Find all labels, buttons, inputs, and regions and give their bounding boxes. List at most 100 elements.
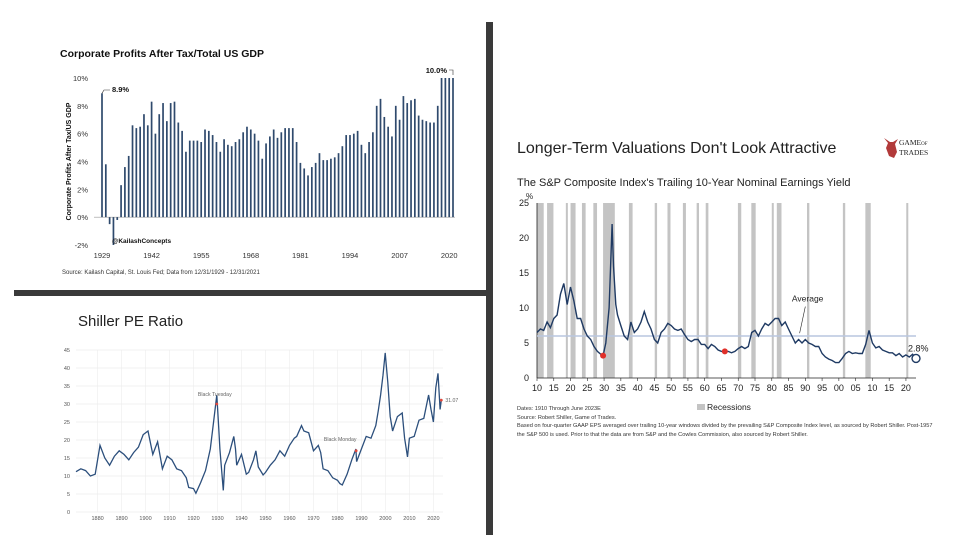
shiller-pe-chart: 0 5 10 15 20 25 30 35 40 45 1880 1890 1900 1910 1920 19… bbox=[64, 348, 459, 522]
recession-band bbox=[842, 203, 846, 378]
bar bbox=[196, 140, 199, 218]
bar bbox=[158, 114, 161, 218]
y-tick-label: 0 bbox=[67, 510, 70, 516]
x-tick-label: 10 bbox=[867, 383, 877, 393]
x-tick-label: 2007 bbox=[391, 251, 408, 260]
bar bbox=[143, 114, 145, 218]
x-tick-label: 1968 bbox=[242, 251, 259, 260]
x-tick-label: 90 bbox=[800, 383, 810, 393]
bar bbox=[162, 103, 164, 218]
low-marker bbox=[600, 352, 607, 359]
x-tick-label: 55 bbox=[683, 383, 693, 393]
bar bbox=[253, 133, 256, 218]
bar bbox=[383, 116, 386, 218]
bar bbox=[314, 162, 317, 218]
bar bbox=[391, 136, 393, 218]
x-tick-label: 1880 bbox=[91, 516, 103, 522]
bar bbox=[295, 142, 298, 218]
y-tick-label: 10 bbox=[519, 303, 529, 313]
bar bbox=[185, 151, 187, 218]
bar bbox=[276, 137, 279, 218]
bar bbox=[436, 105, 439, 218]
x-tick-label: 1910 bbox=[163, 516, 175, 522]
x-tick-label: 1950 bbox=[259, 516, 271, 522]
x-tick-label: 25 bbox=[582, 383, 592, 393]
recession-band bbox=[771, 203, 774, 378]
logo-text: GAMEOF TRADES bbox=[899, 139, 928, 157]
black-monday-marker bbox=[354, 449, 358, 453]
bar bbox=[307, 175, 309, 218]
bar bbox=[246, 126, 248, 218]
end-marker bbox=[439, 398, 443, 402]
bar bbox=[303, 168, 306, 218]
bar bbox=[154, 133, 157, 218]
y-tick-label: 15 bbox=[519, 268, 529, 278]
x-tick-label: 1970 bbox=[307, 516, 319, 522]
vertical-divider bbox=[486, 22, 493, 535]
game-of-trades-logo bbox=[880, 134, 940, 162]
bar bbox=[269, 136, 271, 218]
x-tick-label: 70 bbox=[733, 383, 743, 393]
bar bbox=[356, 130, 359, 218]
black-tuesday-label: Black Tuesday bbox=[198, 392, 232, 398]
low-marker bbox=[721, 348, 728, 355]
x-tick-label: 15 bbox=[549, 383, 559, 393]
recession-band bbox=[654, 203, 658, 378]
bar bbox=[349, 135, 351, 218]
bull-icon bbox=[884, 138, 898, 158]
bar bbox=[413, 98, 416, 218]
bar bbox=[402, 96, 405, 218]
bar bbox=[440, 78, 443, 218]
chart3-title: Longer-Term Valuations Don't Look Attrac… bbox=[517, 140, 837, 157]
y-axis-label: Corporate Profits After Tax/US GDP bbox=[66, 102, 73, 220]
logo-line2: OF bbox=[921, 142, 928, 147]
logo-line3: TRADES bbox=[899, 148, 929, 157]
bar bbox=[192, 140, 195, 218]
recession-band bbox=[537, 203, 544, 378]
bar bbox=[215, 142, 218, 218]
bar bbox=[173, 101, 176, 218]
x-tick-label: 50 bbox=[666, 383, 676, 393]
bar bbox=[112, 217, 115, 245]
bar bbox=[127, 155, 130, 218]
recession-band bbox=[628, 203, 633, 378]
bar bbox=[410, 100, 412, 218]
y-tick-label: 30 bbox=[64, 402, 70, 408]
bar bbox=[177, 122, 180, 218]
y-tick-label: -2% bbox=[75, 241, 89, 250]
recession-band bbox=[737, 203, 742, 378]
x-tick-label: 20 bbox=[901, 383, 911, 393]
bar bbox=[272, 129, 275, 218]
chart3-notes: Dates: 1910 Through June 2023E Source: R… bbox=[517, 405, 937, 439]
y-tick-label: 10% bbox=[73, 74, 88, 83]
bar bbox=[288, 128, 290, 218]
bar bbox=[230, 146, 233, 218]
horizontal-divider bbox=[14, 290, 488, 296]
x-tick-label: 00 bbox=[834, 383, 844, 393]
x-tick-label: 15 bbox=[884, 383, 894, 393]
bar bbox=[425, 121, 428, 218]
bar bbox=[387, 126, 389, 218]
y-tick-label: 0 bbox=[524, 373, 529, 383]
y-tick-label: 25 bbox=[519, 198, 529, 208]
black-monday-label: Black Monday bbox=[324, 437, 357, 443]
bar bbox=[421, 119, 424, 218]
bar bbox=[345, 135, 348, 218]
x-tick-label: 1920 bbox=[187, 516, 199, 522]
y-tick-label: 35 bbox=[64, 384, 70, 390]
bar bbox=[364, 153, 367, 218]
x-tick-label: 1940 bbox=[235, 516, 247, 522]
chart3-note-source: Source: Robert Shiller, Game of Trades. bbox=[517, 414, 617, 421]
x-tick-label: 1900 bbox=[139, 516, 151, 522]
bar bbox=[352, 133, 355, 218]
bar bbox=[375, 105, 378, 218]
bar bbox=[299, 162, 302, 218]
recession-band bbox=[667, 203, 671, 378]
x-tick-label: 2010 bbox=[403, 516, 415, 522]
x-tick-label: 1960 bbox=[283, 516, 295, 522]
bar bbox=[326, 160, 328, 218]
bar bbox=[360, 144, 363, 218]
recession-band bbox=[547, 203, 554, 378]
chart1-source: Source: Kailash Capital, St. Louis Fed; … bbox=[62, 270, 260, 276]
x-tick-label: 60 bbox=[700, 383, 710, 393]
